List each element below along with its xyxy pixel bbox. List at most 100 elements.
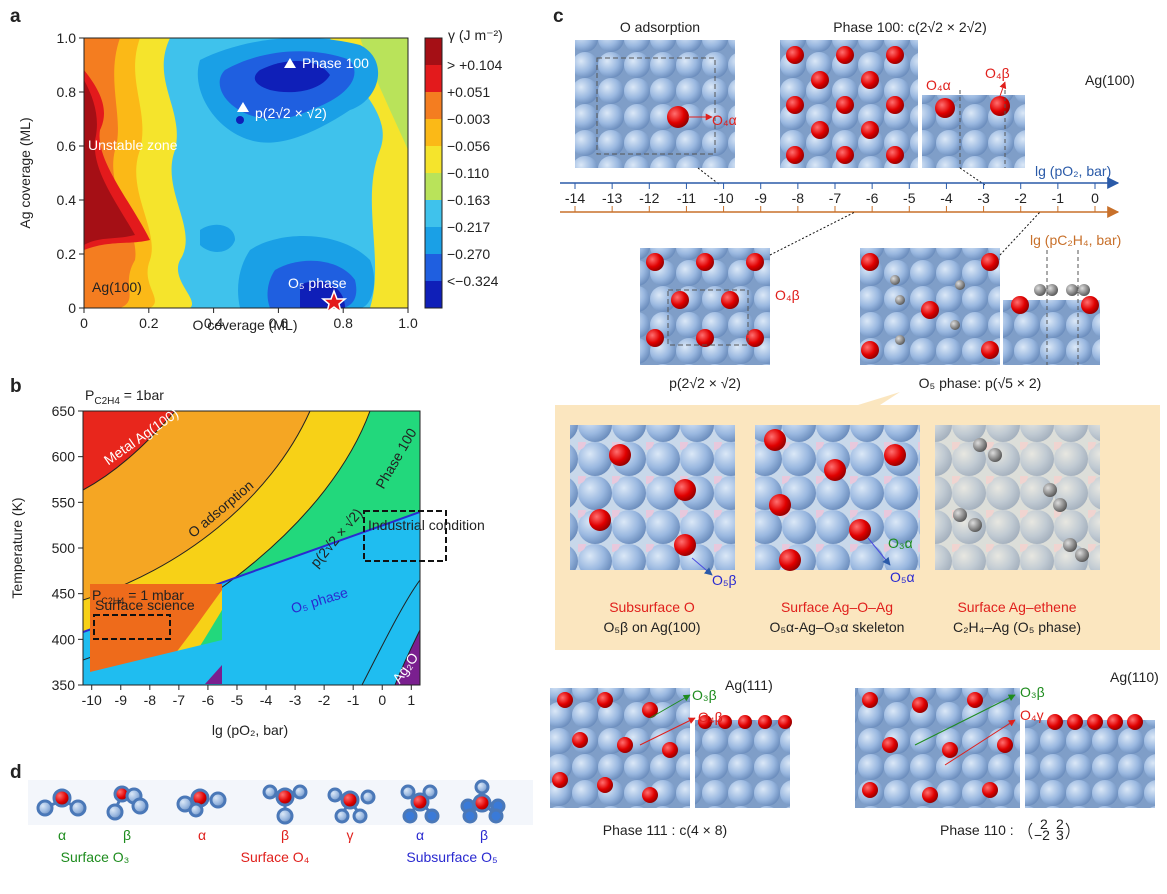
- x-tick-label: -1: [347, 692, 360, 708]
- x-axis-label: lg (pO₂, bar): [212, 722, 288, 738]
- x-tick-label: -2: [318, 692, 331, 708]
- tick-label: -9: [754, 190, 767, 206]
- tick-label: -4: [940, 190, 953, 206]
- structure-image: [640, 248, 1100, 365]
- y-tick-label: 0.8: [57, 84, 77, 100]
- contour-map: [84, 38, 408, 308]
- panel-label: a: [10, 6, 21, 27]
- tick-label: -13: [602, 190, 622, 206]
- site-label: O₄γ: [1020, 707, 1044, 723]
- box-title: Surface Ag–O–Ag: [781, 599, 893, 615]
- site-letter: β: [123, 827, 131, 843]
- box-title: Surface Ag–ethene: [957, 599, 1076, 615]
- annotation: Ag(100): [92, 279, 142, 295]
- region-label: Surface science: [95, 597, 195, 613]
- x-tick-label: -7: [173, 692, 186, 708]
- tick-label: -8: [792, 190, 805, 206]
- site-label: O₃α: [888, 535, 913, 551]
- site-label: O₃β: [1020, 684, 1045, 700]
- panel-label: b: [10, 376, 22, 397]
- site-label: O₃β: [692, 687, 717, 703]
- surface-label: Ag(110): [1110, 669, 1159, 685]
- tick-label: -10: [713, 190, 733, 206]
- y-tick-label: 0.2: [57, 246, 77, 262]
- colorbar-label: <−0.324: [447, 273, 499, 289]
- site-letter: γ: [347, 827, 354, 843]
- caption: Phase 111 : c(4 × 8): [603, 822, 727, 838]
- colorbar-label: −0.217: [447, 219, 490, 235]
- colorbar-label: −0.163: [447, 192, 490, 208]
- colorbar-label: > +0.104: [447, 57, 502, 73]
- x-tick-label: -4: [260, 692, 273, 708]
- y-axis-label: Ag coverage (ML): [17, 117, 33, 228]
- site-letter: α: [416, 827, 424, 843]
- box-title: Subsurface O: [609, 599, 695, 615]
- colorbar-label: +0.051: [447, 84, 490, 100]
- site-label: O₄β: [698, 709, 723, 725]
- tick-label: -2: [1014, 190, 1027, 206]
- caption: Phase 110 :: [940, 822, 1014, 838]
- group-label: Surface O₃: [61, 849, 130, 865]
- site-label: O₅β: [712, 572, 737, 588]
- tick-label: -6: [866, 190, 879, 206]
- site-label: O₄β: [775, 287, 800, 303]
- y-tick-label: 0.4: [57, 192, 77, 208]
- x-tick-label: -5: [231, 692, 244, 708]
- annotation: Unstable zone: [88, 137, 178, 153]
- x-tick-label: 1: [407, 692, 415, 708]
- x-tick-label: 0: [378, 692, 386, 708]
- tick-label: -1: [1052, 190, 1065, 206]
- y-tick-label: 500: [52, 540, 76, 556]
- site-label: O₄α: [712, 112, 737, 128]
- x-tick-label: -8: [144, 692, 157, 708]
- box-caption: C₂H₄–Ag (O₅ phase): [953, 619, 1081, 635]
- tick-label: -7: [829, 190, 842, 206]
- colorbar: [425, 38, 442, 308]
- y-tick-label: 0.6: [57, 138, 77, 154]
- surface-label: Ag(100): [1085, 72, 1135, 88]
- y-axis-label: Temperature (K): [9, 497, 25, 598]
- annotation: Phase 100: [302, 55, 369, 71]
- colorbar-title: γ (J m⁻²): [448, 27, 503, 43]
- tick-label: -3: [977, 190, 990, 206]
- y-tick-label: 600: [52, 449, 76, 465]
- colorbar-label: −0.003: [447, 111, 490, 127]
- structure-title: O adsorption: [620, 19, 700, 35]
- tick-label: 0: [1091, 190, 1099, 206]
- site-label: O₄α: [926, 77, 951, 93]
- group-label: Surface O₄: [241, 849, 310, 865]
- structure-image: [570, 425, 1100, 571]
- matrix-entry: 3: [1056, 827, 1064, 843]
- colorbar-label: −0.110: [447, 165, 489, 181]
- site-letter: α: [58, 827, 66, 843]
- caption: p(2√2 × √2): [669, 375, 741, 391]
- annotation: O₅ phase: [288, 275, 347, 291]
- structure-image: [550, 688, 1155, 808]
- x-tick-label: 0.8: [333, 315, 353, 331]
- box-caption: O₅β on Ag(100): [604, 619, 701, 635]
- x-tick-label: -10: [82, 692, 102, 708]
- tick-label: -5: [903, 190, 916, 206]
- matrix-entry: −2: [1034, 827, 1050, 843]
- y-tick-label: 550: [52, 494, 76, 510]
- tick-label: -12: [639, 190, 659, 206]
- panel-label: c: [553, 6, 564, 27]
- structure-title: Phase 100: c(2√2 × 2√2): [833, 19, 987, 35]
- caption: O₅ phase: p(√5 × 2): [919, 375, 1042, 391]
- y-tick-label: 450: [52, 586, 76, 602]
- annotation: p(2√2 × √2): [255, 105, 327, 121]
- site-letter: β: [480, 827, 488, 843]
- arrow: [1000, 82, 1005, 96]
- y-tick-label: 0: [68, 300, 76, 316]
- box-caption: O₅α-Ag–O₃α skeleton: [770, 619, 905, 635]
- region-label: Industrial condition: [368, 517, 485, 533]
- panel-label: d: [10, 762, 22, 783]
- marker: [236, 116, 244, 124]
- x-tick-label: -6: [202, 692, 215, 708]
- y-tick-label: 400: [52, 631, 76, 647]
- tick-label: -11: [677, 190, 696, 206]
- colorbar-labels: > +0.104+0.051−0.003−0.056−0.110−0.163−0…: [447, 57, 502, 289]
- callout: [858, 392, 900, 405]
- x-tick-label: 0.2: [139, 315, 159, 331]
